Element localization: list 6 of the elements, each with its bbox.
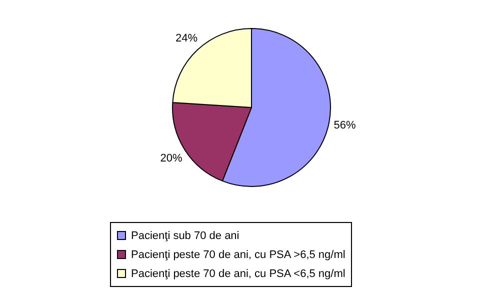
data-label: 20%: [160, 152, 183, 164]
legend-label: Pacienţi peste 70 de ani, cu PSA >6,5 ng/ml: [131, 248, 346, 260]
data-label: 24%: [175, 32, 198, 44]
legend-label: Pacienţi peste 70 de ani, cu PSA <6,5 ng/ml: [131, 268, 346, 280]
legend-label: Pacienţi sub 70 de ani: [131, 230, 240, 242]
data-label: 56%: [334, 119, 356, 132]
